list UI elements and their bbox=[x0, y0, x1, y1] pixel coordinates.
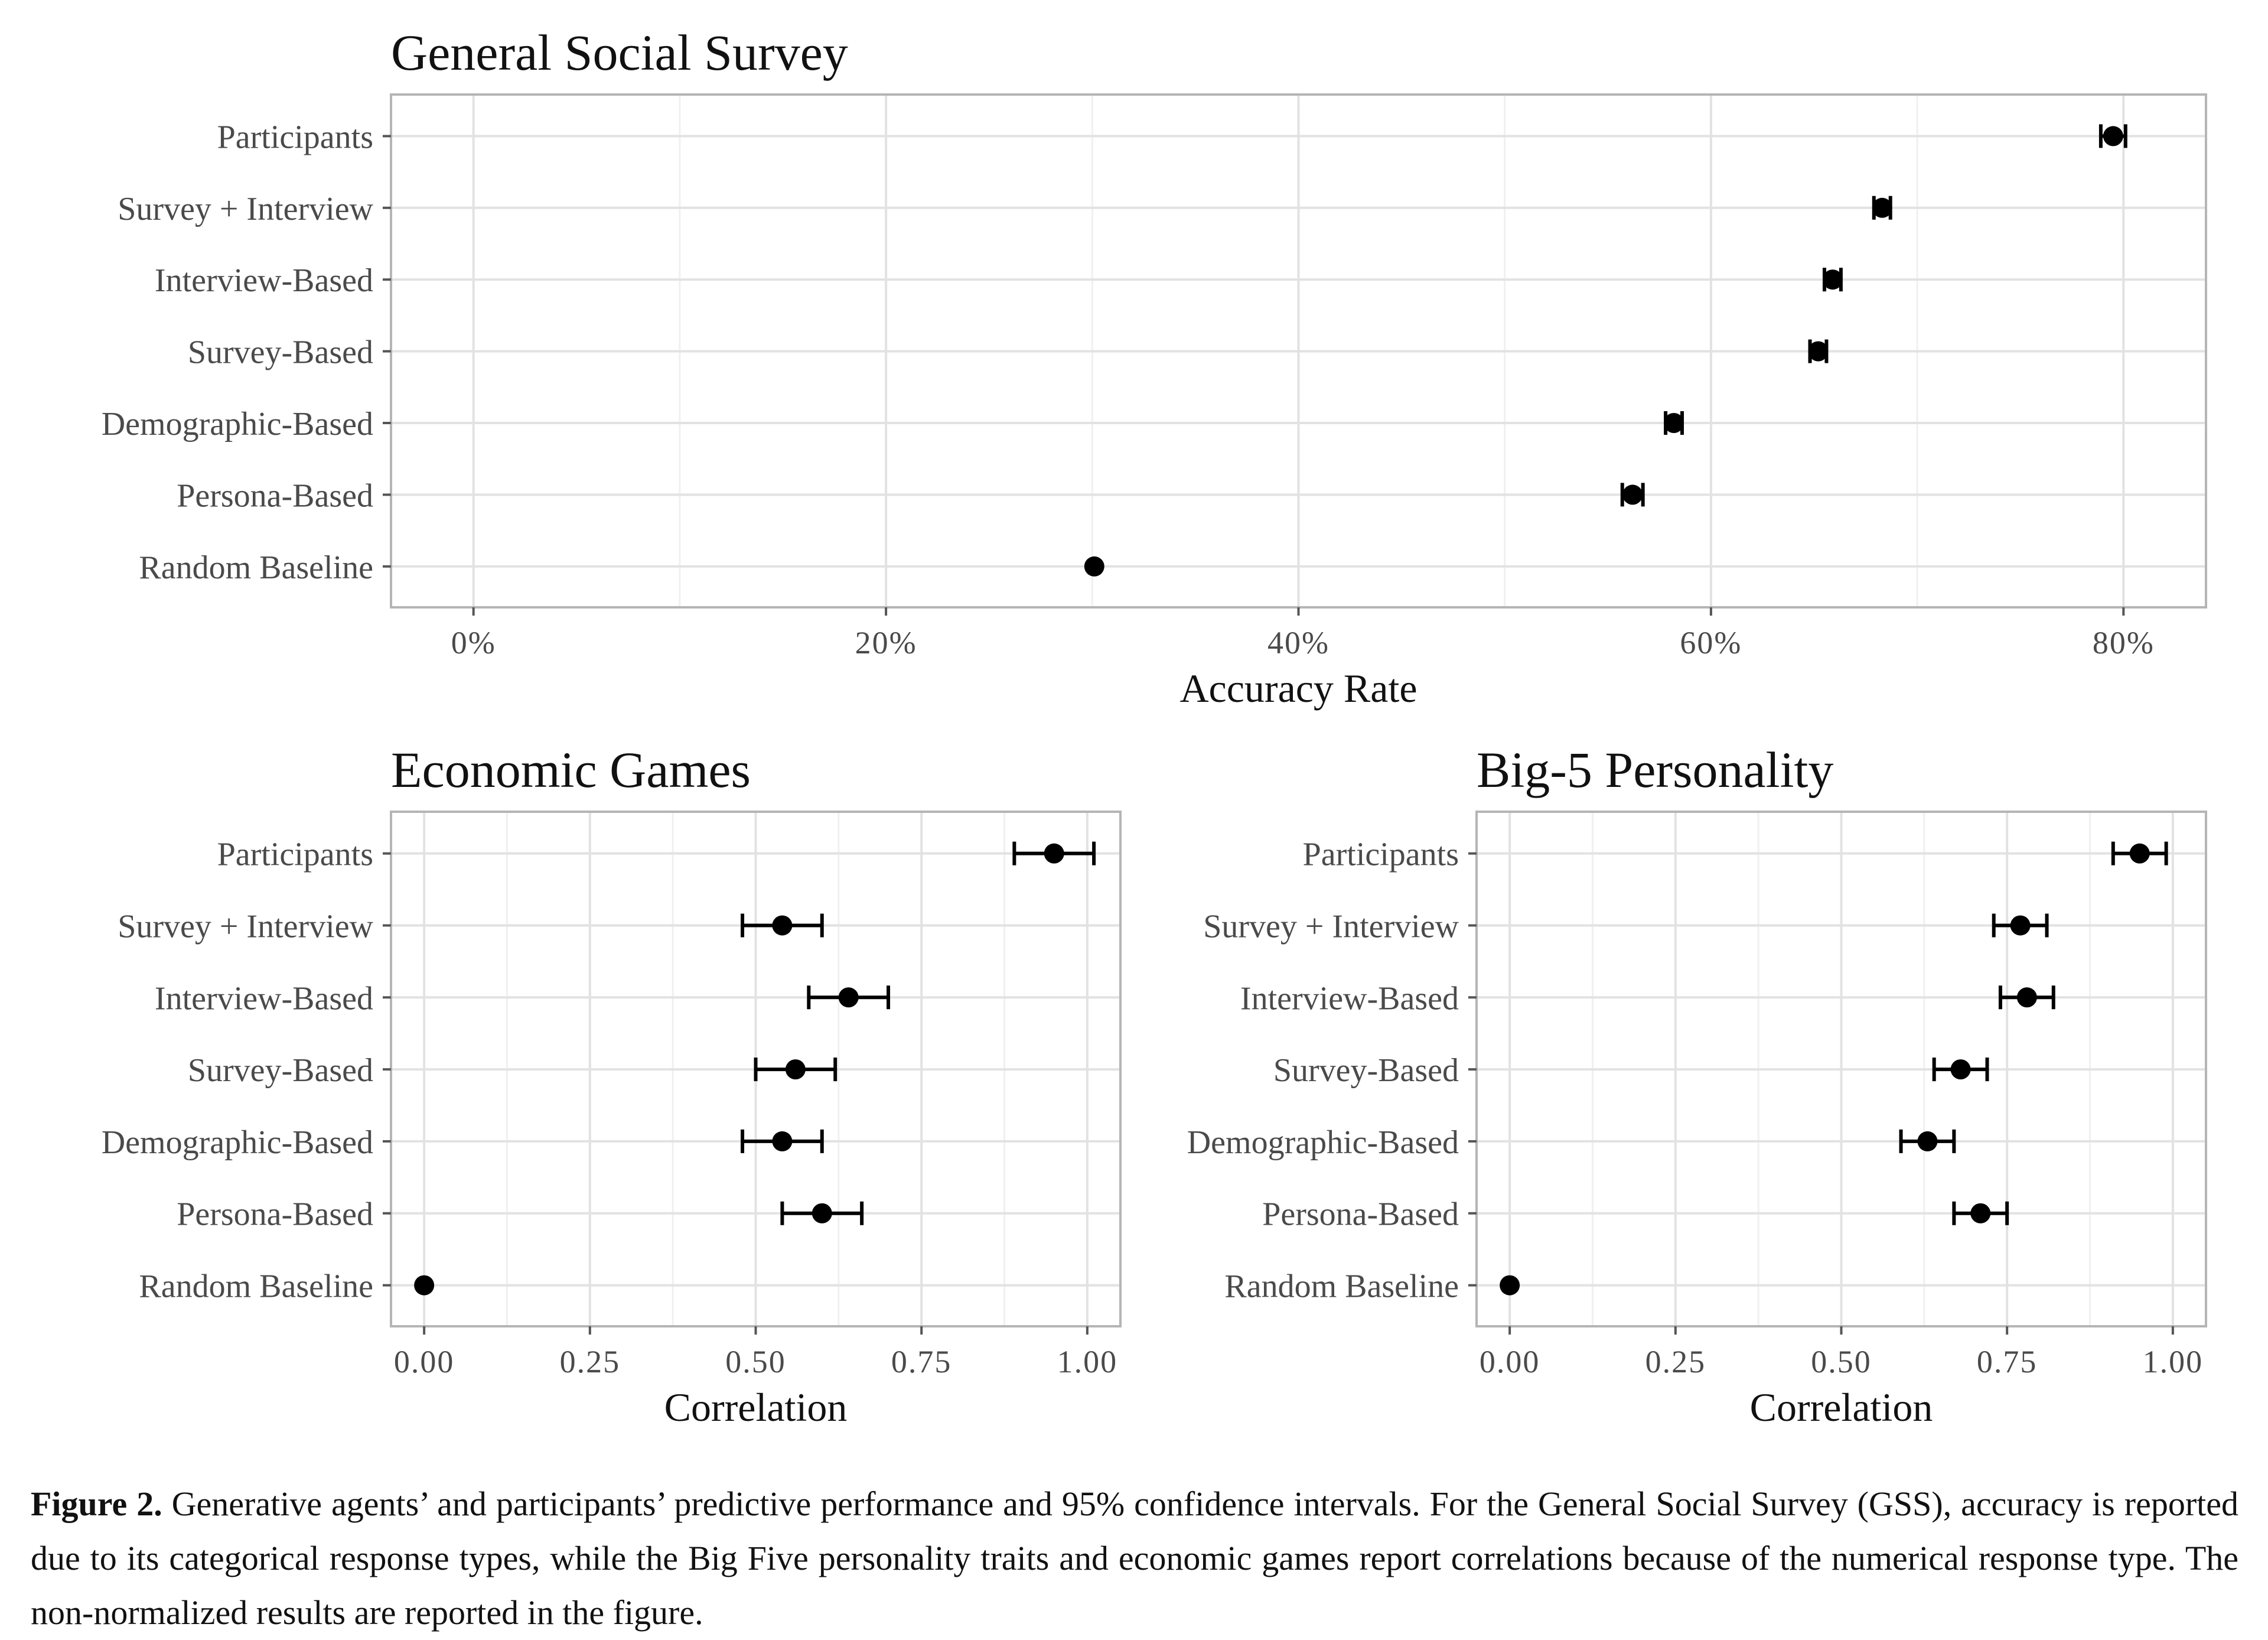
data-point bbox=[1084, 556, 1104, 577]
x-axis-label: Correlation bbox=[664, 1385, 848, 1430]
data-point bbox=[838, 987, 859, 1008]
y-tick-label: Interview-Based bbox=[155, 980, 373, 1017]
data-point bbox=[1822, 269, 1843, 290]
y-tick-label: Interview-Based bbox=[1240, 980, 1459, 1017]
data-point bbox=[1664, 413, 1684, 434]
x-axis-label: Accuracy Rate bbox=[1179, 666, 1417, 711]
data-point bbox=[2016, 987, 2037, 1008]
data-point bbox=[1872, 197, 1892, 218]
x-tick-label: 40% bbox=[1267, 625, 1329, 660]
data-point bbox=[812, 1203, 832, 1224]
y-tick-label: Survey-Based bbox=[188, 1052, 373, 1089]
x-tick-label: 60% bbox=[1680, 625, 1742, 660]
y-tick-label: Random Baseline bbox=[139, 1268, 373, 1305]
data-point bbox=[2103, 126, 2123, 147]
x-tick-label: 0.50 bbox=[1811, 1344, 1872, 1379]
x-tick-label: 0.25 bbox=[560, 1344, 621, 1379]
x-tick-label: 1.00 bbox=[2143, 1344, 2204, 1379]
caption-text: Generative agents’ and participants’ pre… bbox=[31, 1485, 2238, 1632]
x-tick-label: 0% bbox=[451, 625, 496, 660]
x-tick-label: 80% bbox=[2093, 625, 2155, 660]
chart-title: Economic Games bbox=[391, 741, 751, 798]
y-tick-label: Survey + Interview bbox=[118, 191, 373, 227]
data-point bbox=[772, 915, 793, 936]
x-tick-label: 0.50 bbox=[725, 1344, 786, 1379]
data-point bbox=[772, 1131, 793, 1151]
y-tick-label: Survey + Interview bbox=[118, 908, 373, 945]
y-tick-label: Survey + Interview bbox=[1203, 908, 1459, 945]
y-tick-label: Demographic-Based bbox=[102, 406, 373, 442]
x-axis-label: Correlation bbox=[1750, 1385, 1933, 1430]
y-tick-label: Demographic-Based bbox=[102, 1124, 373, 1161]
data-point bbox=[1970, 1203, 1991, 1224]
x-tick-label: 0.00 bbox=[1480, 1344, 1540, 1379]
data-point bbox=[1622, 484, 1643, 505]
y-tick-label: Participants bbox=[1303, 837, 1459, 873]
data-point bbox=[2129, 843, 2150, 864]
data-point bbox=[1917, 1131, 1938, 1151]
y-tick-label: Survey-Based bbox=[188, 334, 373, 371]
data-point bbox=[1044, 843, 1064, 864]
x-tick-label: 0.75 bbox=[891, 1344, 952, 1379]
y-tick-label: Survey-Based bbox=[1273, 1052, 1459, 1089]
panel-general-social-survey: General Social Survey Participants Survey … bbox=[102, 24, 2207, 711]
data-point bbox=[2010, 915, 2031, 936]
panel-economic-games: Economic Games Participants Survey + Inter… bbox=[102, 741, 1122, 1430]
data-point bbox=[1950, 1059, 1971, 1080]
y-tick-label: Participants bbox=[217, 119, 373, 155]
x-tick-label: 20% bbox=[855, 625, 917, 660]
y-tick-label: Random Baseline bbox=[1224, 1268, 1459, 1305]
x-tick-label: 0.00 bbox=[394, 1344, 455, 1379]
chart-title: Big-5 Personality bbox=[1477, 741, 1833, 798]
caption-label: Figure 2. bbox=[31, 1485, 162, 1523]
y-tick-label: Random Baseline bbox=[139, 549, 373, 586]
panel-big-5-personality: Big-5 Personality Participants Survey + In… bbox=[1187, 741, 2207, 1430]
data-point bbox=[1808, 341, 1829, 362]
y-tick-label: Interview-Based bbox=[155, 262, 373, 299]
x-tick-label: 1.00 bbox=[1057, 1344, 1118, 1379]
y-tick-label: Demographic-Based bbox=[1187, 1124, 1459, 1161]
data-point bbox=[414, 1275, 435, 1296]
x-tick-label: 0.75 bbox=[1977, 1344, 2038, 1379]
chart-title: General Social Survey bbox=[391, 24, 848, 81]
data-point bbox=[1500, 1275, 1520, 1296]
figure-caption: Figure 2. Generative agents’ and partici… bbox=[31, 1477, 2238, 1640]
y-tick-label: Persona-Based bbox=[1262, 1196, 1459, 1233]
y-tick-label: Persona-Based bbox=[177, 1196, 373, 1233]
y-tick-label: Persona-Based bbox=[177, 477, 373, 514]
y-tick-label: Participants bbox=[217, 837, 373, 873]
x-tick-label: 0.25 bbox=[1645, 1344, 1706, 1379]
data-point bbox=[785, 1059, 806, 1080]
